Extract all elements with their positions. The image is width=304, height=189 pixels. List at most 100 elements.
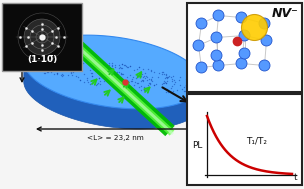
Point <box>69 70 74 73</box>
Point <box>102 80 107 83</box>
Point <box>135 67 140 70</box>
Point <box>60 72 65 75</box>
Point <box>159 70 164 73</box>
Circle shape <box>24 19 60 55</box>
Point <box>115 72 120 75</box>
Point <box>126 65 131 68</box>
Point <box>139 89 143 92</box>
Point <box>55 58 60 61</box>
Point <box>40 61 45 64</box>
Circle shape <box>259 60 270 71</box>
Circle shape <box>261 35 272 46</box>
Point <box>55 59 60 62</box>
Point <box>78 78 82 81</box>
Text: <L> = 23,2 nm: <L> = 23,2 nm <box>87 135 143 141</box>
Point <box>148 77 153 80</box>
Point <box>74 65 79 68</box>
Point <box>178 76 182 79</box>
Point <box>47 61 51 64</box>
Circle shape <box>213 10 224 21</box>
Point <box>184 83 188 86</box>
Point <box>141 75 146 78</box>
Point <box>86 59 91 62</box>
Circle shape <box>239 48 250 59</box>
Point <box>118 65 123 68</box>
Point <box>165 76 170 79</box>
Point <box>134 82 139 85</box>
Point <box>100 60 105 64</box>
Point <box>160 72 165 75</box>
Text: (1·10̅): (1·10̅) <box>27 55 57 64</box>
Point <box>98 83 103 86</box>
Point <box>182 90 187 93</box>
Point <box>77 78 82 81</box>
Point <box>114 73 119 76</box>
Point <box>125 75 130 78</box>
Point <box>33 58 38 61</box>
Point <box>161 70 165 73</box>
Point <box>81 62 86 65</box>
Point <box>75 76 80 79</box>
Point <box>139 79 143 82</box>
Point <box>192 84 197 87</box>
Point <box>90 68 95 71</box>
Point <box>61 65 66 68</box>
Point <box>130 79 134 82</box>
Point <box>98 60 102 63</box>
Point <box>117 63 122 66</box>
Point <box>47 66 52 69</box>
Point <box>94 84 98 87</box>
Point <box>163 73 168 76</box>
Point <box>176 78 181 81</box>
Point <box>71 59 76 62</box>
FancyBboxPatch shape <box>187 94 302 185</box>
Point <box>163 91 168 94</box>
Point <box>130 78 135 81</box>
Point <box>109 74 114 77</box>
Point <box>144 79 149 82</box>
Point <box>99 66 104 69</box>
Point <box>101 62 105 65</box>
Point <box>165 88 170 91</box>
Point <box>192 83 196 86</box>
Point <box>146 68 150 71</box>
Point <box>64 62 69 65</box>
Point <box>68 69 73 72</box>
Point <box>139 73 144 76</box>
Point <box>127 85 132 88</box>
Point <box>77 62 81 65</box>
Point <box>189 83 194 86</box>
Point <box>102 66 107 69</box>
Point <box>90 71 95 74</box>
Point <box>121 72 126 75</box>
Point <box>27 62 32 65</box>
Circle shape <box>241 15 268 40</box>
Point <box>166 90 171 93</box>
Point <box>46 71 50 74</box>
Point <box>106 65 111 68</box>
Point <box>42 64 47 67</box>
Point <box>93 69 98 72</box>
Point <box>105 68 110 71</box>
Polygon shape <box>24 60 202 129</box>
Point <box>106 64 111 67</box>
Polygon shape <box>43 14 175 136</box>
Point <box>74 59 78 62</box>
Circle shape <box>196 62 207 73</box>
Point <box>152 83 157 86</box>
Point <box>36 58 41 61</box>
Point <box>50 67 55 70</box>
Circle shape <box>213 60 224 71</box>
Point <box>74 60 79 63</box>
Circle shape <box>193 40 204 51</box>
Point <box>68 71 73 74</box>
Point <box>161 72 166 75</box>
Point <box>103 78 108 81</box>
Point <box>109 66 114 69</box>
Point <box>71 71 76 74</box>
Point <box>126 79 130 82</box>
Point <box>142 89 147 92</box>
Point <box>58 66 63 69</box>
Point <box>152 71 157 74</box>
Circle shape <box>236 58 247 69</box>
